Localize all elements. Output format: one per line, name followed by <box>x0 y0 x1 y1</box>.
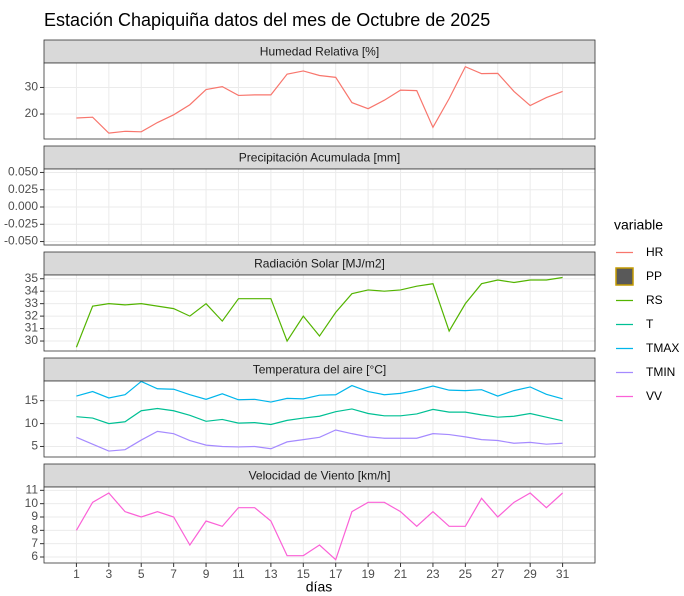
x-tick-label: 3 <box>105 567 112 581</box>
data-line <box>76 65 563 134</box>
legend-label: RS <box>646 293 663 307</box>
strip-label: Humedad Relativa [%] <box>260 45 379 59</box>
x-axis-title: días <box>306 579 332 595</box>
x-tick-label: 29 <box>523 567 537 581</box>
y-tick-label: 33 <box>25 296 39 310</box>
data-line <box>75 276 563 348</box>
x-tick-label: 25 <box>459 567 473 581</box>
strip-label: Temperatura del aire [°C] <box>253 363 387 377</box>
panel-border <box>43 62 596 140</box>
strip-label: Radiación Solar [MJ/m2] <box>254 257 385 271</box>
panel <box>44 487 595 563</box>
strip-label: Precipitación Acumulada [mm] <box>239 151 400 165</box>
legend-label: VV <box>646 389 662 403</box>
data-line <box>76 407 563 426</box>
strip-label: Velocidad de Viento [km/h] <box>249 469 391 483</box>
y-tick-label: 31 <box>25 321 39 335</box>
y-tick-label: 10 <box>25 496 39 510</box>
x-tick-label: 15 <box>297 567 311 581</box>
panel-border <box>43 274 596 352</box>
y-tick-label: -0.050 <box>4 234 38 248</box>
x-tick-label: 21 <box>394 567 408 581</box>
panel <box>44 63 595 139</box>
legend-label: PP <box>646 269 662 283</box>
panel-border <box>43 380 596 458</box>
y-tick-label: 0.050 <box>8 165 38 179</box>
x-tick-label: 11 <box>232 567 245 581</box>
x-tick-label: 13 <box>264 567 278 581</box>
y-tick-label: 0.025 <box>8 182 38 196</box>
legend-title: variable <box>614 217 663 233</box>
y-tick-label: 0.000 <box>8 199 38 213</box>
legend-key <box>615 267 634 286</box>
data-line <box>75 492 563 561</box>
x-tick-label: 27 <box>491 567 505 581</box>
y-tick-label: 11 <box>26 483 39 497</box>
y-tick-label: 30 <box>25 80 39 94</box>
panel <box>44 275 595 351</box>
panel-border <box>43 168 596 246</box>
x-tick-label: 5 <box>138 567 145 581</box>
data-line <box>76 380 563 403</box>
x-tick-label: 23 <box>426 567 440 581</box>
chart-title: Estación Chapiquiña datos del mes de Oct… <box>44 10 490 30</box>
y-tick-label: 10 <box>25 416 39 430</box>
x-tick-label: 19 <box>361 567 375 581</box>
y-tick-label: 8 <box>31 523 38 537</box>
legend-label: TMIN <box>646 365 675 379</box>
x-tick-label: 31 <box>556 567 570 581</box>
y-tick-label: 5 <box>31 439 38 453</box>
x-tick-label: 7 <box>170 567 177 581</box>
panel-border <box>43 486 596 564</box>
y-tick-label: 32 <box>25 308 39 322</box>
x-tick-label: 1 <box>73 567 80 581</box>
y-tick-label: 35 <box>25 271 39 285</box>
y-tick-label: 15 <box>25 393 39 407</box>
y-tick-label: 7 <box>31 536 38 550</box>
x-tick-label: 17 <box>329 567 343 581</box>
legend-label: T <box>646 317 654 331</box>
y-tick-label: 9 <box>31 509 38 523</box>
y-tick-label: 30 <box>25 333 39 347</box>
x-tick-label: 9 <box>203 567 210 581</box>
panel <box>44 381 595 457</box>
y-tick-label: 34 <box>25 283 39 297</box>
y-tick-label: 6 <box>31 549 38 563</box>
data-line <box>76 429 563 452</box>
y-tick-label: 20 <box>25 106 39 120</box>
legend-label: TMAX <box>646 341 679 355</box>
y-tick-label: -0.025 <box>4 216 38 230</box>
legend-label: HR <box>646 245 664 259</box>
